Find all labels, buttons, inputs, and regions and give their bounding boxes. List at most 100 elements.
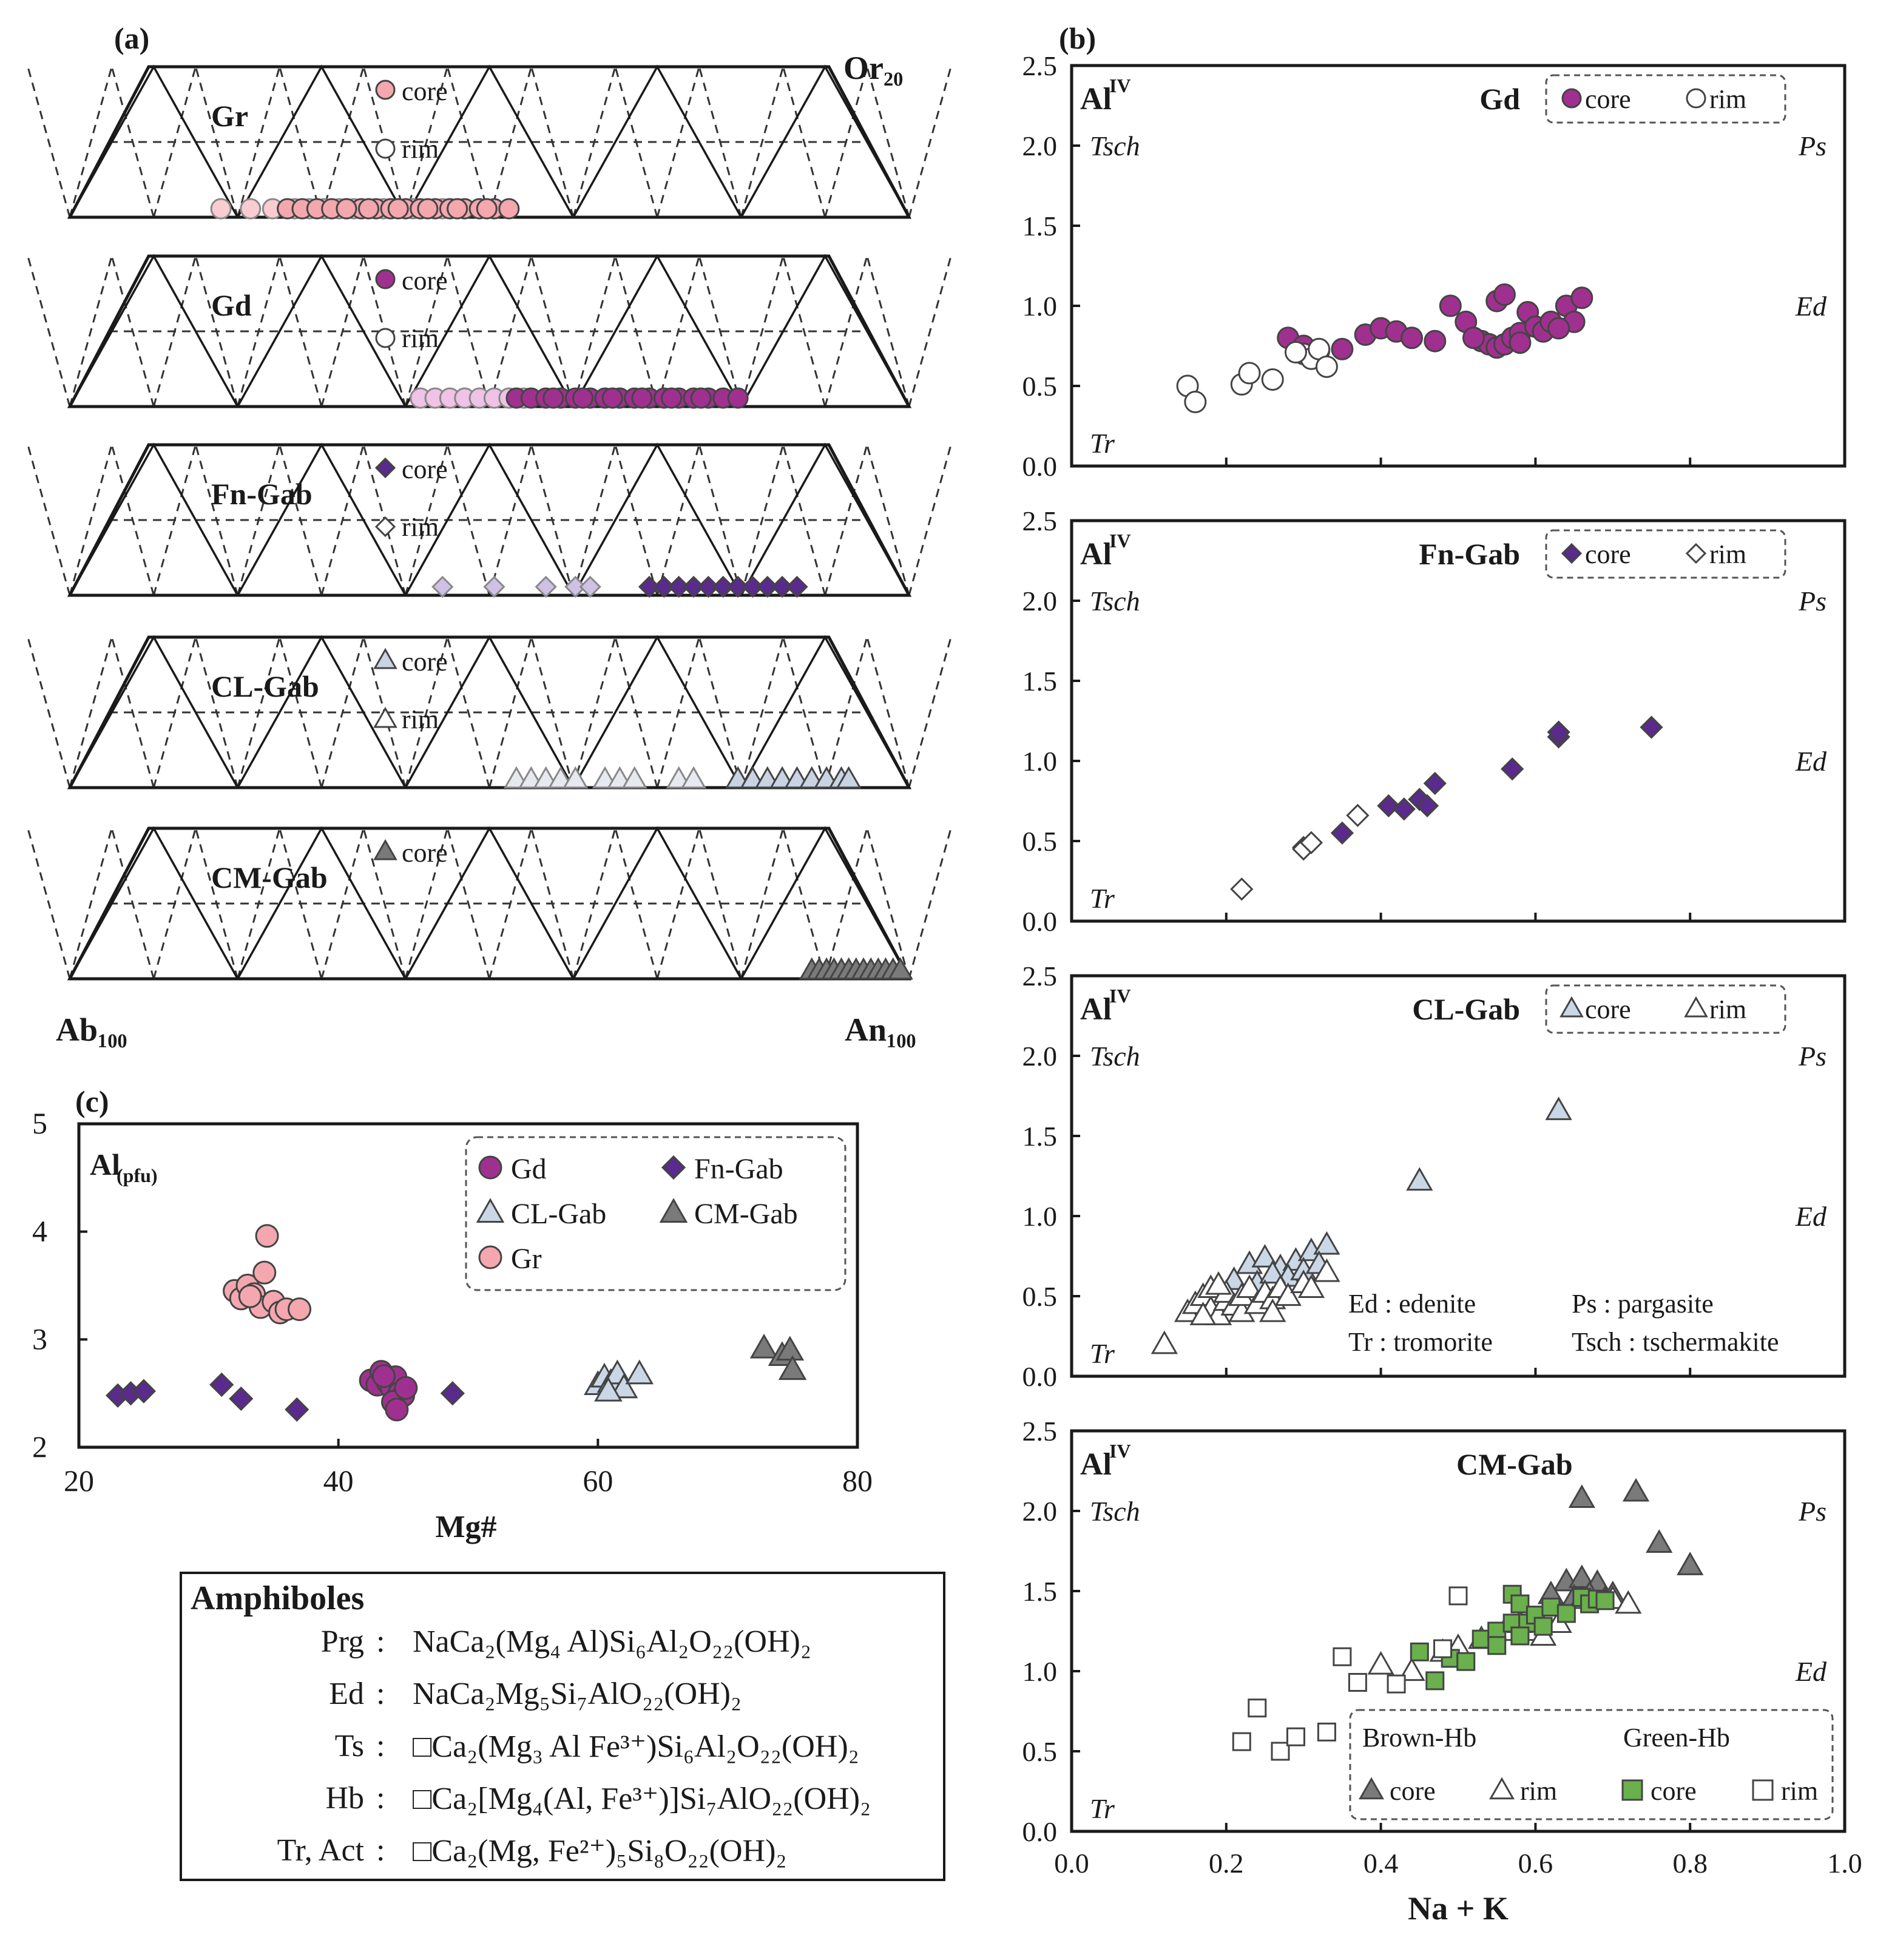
data-point: [778, 1355, 807, 1380]
data-point: [1313, 1231, 1340, 1255]
data-point: [1472, 1629, 1491, 1649]
field-label-ed: Ed: [1795, 1201, 1827, 1232]
grid-triangle: [572, 254, 742, 407]
legend-core-label: core: [402, 76, 448, 106]
ternary-core-point: [756, 575, 779, 598]
plot-title: CL-Gab: [1412, 992, 1520, 1026]
legend-core-label: core: [402, 838, 448, 868]
data-point: [1547, 720, 1570, 744]
y-axis-label-sup: IV: [1109, 530, 1131, 552]
y-tick-label: 1.5: [1022, 1576, 1058, 1607]
grid-triangle: [572, 635, 742, 788]
data-point: [1493, 283, 1516, 306]
ternary-rim-point: [535, 575, 557, 598]
plot-frame: [1070, 64, 1847, 468]
data-point: [1640, 715, 1663, 739]
data-point: [1271, 1742, 1290, 1761]
grid-line: [908, 828, 952, 979]
y-tick-label: 0.0: [1022, 451, 1058, 482]
data-point: [1677, 1552, 1704, 1575]
plot-title: Fn-Gab: [1419, 537, 1520, 571]
data-point: [1545, 1097, 1572, 1120]
data-point: [1510, 1626, 1530, 1646]
data-point: [1367, 1651, 1394, 1675]
grid-line: [27, 66, 71, 218]
panel-label-a: (a): [114, 21, 149, 55]
data-point: [1556, 1604, 1576, 1623]
data-point: [1315, 355, 1338, 378]
grid-line: [110, 66, 155, 218]
ternary-core-point: [653, 575, 675, 598]
data-point: [440, 1381, 465, 1406]
ternary-rim-point: [563, 766, 589, 789]
data-point: [1259, 1298, 1286, 1322]
x-tick-label: 20: [64, 1464, 94, 1498]
grid-line: [824, 255, 868, 407]
grid-line: [908, 66, 952, 218]
grid-line: [740, 828, 784, 979]
data-point: [1547, 317, 1570, 340]
data-point: [1646, 1529, 1673, 1553]
grid-line: [698, 444, 742, 596]
grid-line: [362, 828, 407, 979]
amphibole-formula: NaCa₂Mg₅Si₇AlO₂₂(OH)₂: [413, 1677, 742, 1711]
amphibole-table-title: Amphiboles: [191, 1580, 365, 1617]
y-axis-label-sup: IV: [1109, 1440, 1131, 1462]
x-tick-label: 0.0: [1054, 1848, 1089, 1879]
grid-line: [740, 255, 784, 407]
legend-label: rim: [1709, 539, 1746, 569]
grid-line: [404, 828, 448, 979]
data-point: [1230, 877, 1254, 901]
data-point: [1425, 1671, 1445, 1691]
data-point: [1401, 326, 1424, 350]
grid-line: [110, 444, 155, 596]
data-point: [1189, 1302, 1217, 1325]
plot-frame: [1070, 519, 1847, 923]
data-point: [1238, 362, 1261, 385]
grid-triangle: [572, 64, 742, 218]
ternary-panel-gd: Gd core rim: [27, 254, 952, 409]
grid-line: [110, 255, 155, 407]
legend-marker: [1561, 88, 1582, 109]
legend-label: core: [1390, 1776, 1436, 1806]
y-tick-label: 1.0: [1022, 1656, 1058, 1687]
ternary-core-point: [690, 387, 712, 409]
grid-line: [404, 255, 448, 407]
x-tick-label: 1.0: [1827, 1848, 1862, 1879]
legend-marker: [476, 1198, 505, 1223]
legend-box: [1545, 984, 1786, 1034]
field-label-tsch: Tsch: [1090, 1496, 1140, 1527]
ternary-panel-cm-gab: CM-Gab core: [27, 826, 952, 981]
legend-label: CL-Gab: [511, 1198, 606, 1230]
data-point: [749, 1333, 779, 1359]
legend-label: Gd: [511, 1153, 547, 1185]
data-point: [394, 1376, 418, 1400]
y-tick-label: 0.5: [1022, 1736, 1058, 1767]
data-point: [1501, 757, 1524, 781]
data-point: [1410, 1642, 1429, 1661]
ternary-core-point: [387, 198, 409, 220]
ternary-panel-gr: Gr core rim: [27, 64, 952, 220]
legend-marker: [1561, 542, 1583, 564]
grid-line: [782, 828, 826, 979]
grid-line: [866, 255, 910, 407]
field-label-tsch: Tsch: [1090, 586, 1140, 617]
grid-line: [404, 66, 448, 218]
ternary-core-point: [836, 766, 862, 789]
data-point: [1509, 331, 1532, 354]
field-label-tsch: Tsch: [1090, 130, 1140, 161]
field-label-tsch: Tsch: [1090, 1041, 1140, 1072]
grid-line: [908, 444, 952, 596]
grid-line: [740, 637, 784, 788]
grid-line: [698, 66, 742, 218]
legend-label: core: [1585, 84, 1631, 114]
data-point: [1348, 1672, 1367, 1692]
ternary-core-point: [771, 575, 794, 598]
grid-line: [27, 444, 71, 596]
ternary-right-label: An₁₀₀: [845, 1012, 916, 1048]
amphibole-formula: □Ca₂(Mg₃ Al Fe³⁺)Si₆Al₂O₂₂(OH)₂: [413, 1729, 859, 1764]
data-point: [1387, 1674, 1406, 1694]
legend-rim-label: rim: [402, 705, 439, 734]
